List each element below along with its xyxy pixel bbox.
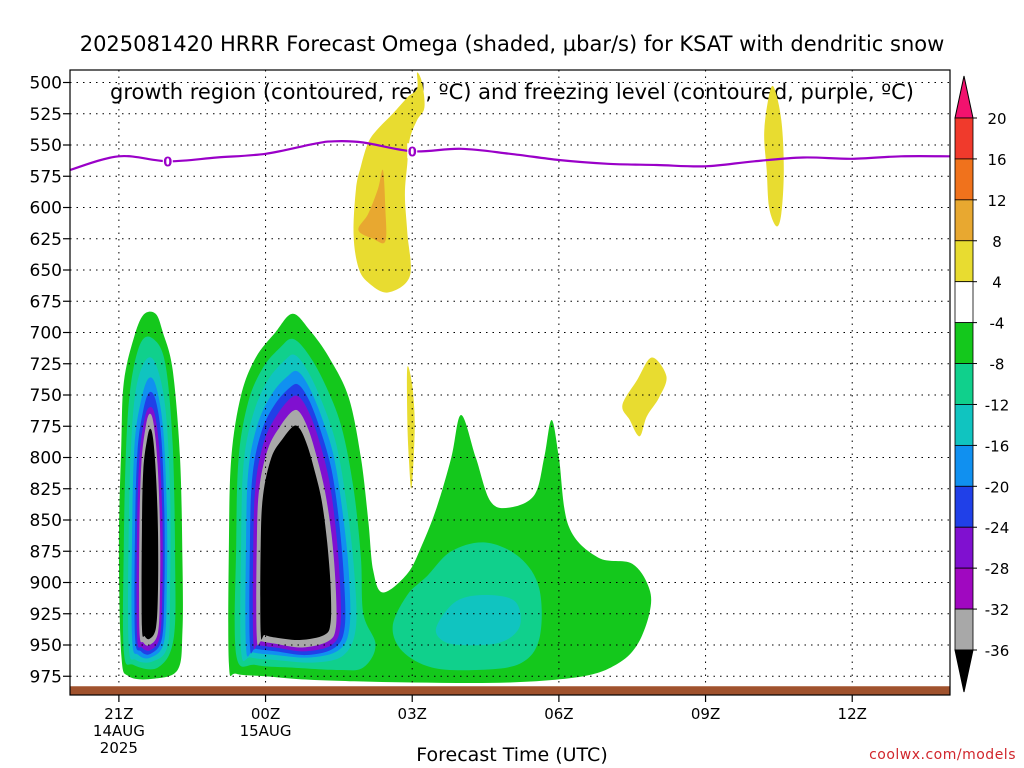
colorbar-bottom-arrow bbox=[954, 649, 974, 693]
y-tick-label: 900 bbox=[30, 574, 62, 594]
colorbar-label: 16 bbox=[987, 151, 1006, 169]
colorbar-label: 12 bbox=[987, 192, 1006, 210]
x-tick-label: 03Z bbox=[398, 705, 427, 723]
colorbar-bin bbox=[954, 199, 974, 242]
colorbar-bin bbox=[954, 608, 974, 651]
credit-link[interactable]: coolwx.com/models bbox=[869, 747, 1016, 763]
freezing-level-line bbox=[69, 139, 951, 172]
colorbar-label: -4 bbox=[990, 315, 1005, 333]
chart-title-line-1: 2025081420 HRRR Forecast Omega (shaded, … bbox=[79, 32, 945, 56]
colorbar-label: -20 bbox=[985, 478, 1010, 496]
y-tick-label: 925 bbox=[30, 605, 62, 625]
colorbar-bin bbox=[954, 363, 974, 405]
y-tick-label: 975 bbox=[30, 667, 62, 687]
colorbar-bin bbox=[954, 281, 974, 324]
colorbar-bin bbox=[954, 567, 974, 610]
y-axis: 500 525 550 575 600 625 650 675 700 725 750 775 800 8… bbox=[30, 74, 70, 687]
chart-title: 2025081420 HRRR Forecast Omega (shaded, … bbox=[0, 8, 1024, 128]
x-tick-label: 06Z bbox=[544, 705, 573, 723]
colorbar-label: 4 bbox=[992, 274, 1002, 292]
colorbar-label: -36 bbox=[985, 642, 1010, 660]
y-tick-label: 775 bbox=[30, 417, 62, 437]
x-tick-label: 09Z bbox=[691, 705, 720, 723]
colorbar: 20 16 12 8 4 -4 -8 -12 -16 -20 -24 -28 -32 -36 bbox=[954, 75, 1010, 693]
freezing-level-contour: 00 bbox=[69, 139, 951, 172]
y-tick-label: 725 bbox=[30, 355, 62, 375]
omega-contour-2-1 bbox=[358, 169, 387, 244]
y-tick-label: 550 bbox=[30, 136, 62, 156]
y-tick-label: 850 bbox=[30, 511, 62, 531]
x-tick-sublabel: 2025 bbox=[100, 739, 138, 757]
colorbar-label: 20 bbox=[987, 110, 1006, 128]
x-tick-label: 00Z bbox=[251, 705, 280, 723]
y-tick-label: 600 bbox=[30, 199, 62, 219]
omega-contour-2-2 bbox=[764, 85, 784, 227]
y-tick-label: 575 bbox=[30, 167, 62, 187]
colorbar-bin bbox=[954, 158, 974, 201]
colorbar-bin bbox=[954, 322, 974, 364]
colorbar-bin bbox=[954, 526, 974, 569]
colorbar-label: -8 bbox=[990, 356, 1005, 374]
freezing-level-label-bg bbox=[407, 143, 418, 159]
omega-shading bbox=[118, 72, 784, 684]
omega-contour-1-4 bbox=[435, 595, 521, 646]
omega-contour-0-7 bbox=[141, 428, 159, 640]
omega-contour-3-0 bbox=[406, 366, 415, 489]
grid-lines bbox=[70, 70, 950, 695]
x-axis-title: Forecast Time (UTC) bbox=[416, 744, 608, 766]
y-tick-label: 750 bbox=[30, 386, 62, 406]
freezing-level-label-bg bbox=[162, 153, 173, 169]
freezing-level-label: 0 bbox=[163, 155, 172, 170]
colorbar-top-arrow bbox=[954, 75, 974, 119]
x-tick-label: 12Z bbox=[838, 705, 867, 723]
colorbar-label: -16 bbox=[985, 437, 1010, 455]
colorbar-bin bbox=[954, 240, 974, 283]
plot-frame bbox=[69, 69, 951, 696]
colorbar-label: -28 bbox=[985, 560, 1010, 578]
colorbar-bin bbox=[954, 404, 974, 446]
y-tick-label: 650 bbox=[30, 261, 62, 281]
omega-contour-1-9 bbox=[260, 425, 332, 641]
y-tick-label: 800 bbox=[30, 449, 62, 469]
y-tick-label: 675 bbox=[30, 292, 62, 312]
colorbar-bin bbox=[954, 444, 974, 487]
y-tick-label: 525 bbox=[30, 105, 62, 125]
y-tick-label: 500 bbox=[30, 74, 62, 94]
y-tick-label: 625 bbox=[30, 230, 62, 250]
ground-band bbox=[70, 686, 950, 695]
colorbar-label: -12 bbox=[985, 396, 1010, 414]
y-tick-label: 950 bbox=[30, 636, 62, 656]
ground-surface bbox=[70, 686, 950, 695]
y-tick-label: 825 bbox=[30, 480, 62, 500]
colorbar-bin bbox=[954, 117, 974, 160]
x-tick-sublabel: 14AUG bbox=[93, 722, 145, 740]
omega-contour-2-0 bbox=[353, 72, 425, 293]
colorbar-label: -24 bbox=[985, 519, 1010, 537]
omega-contour-3-1 bbox=[622, 357, 667, 437]
y-tick-label: 700 bbox=[30, 324, 62, 344]
x-tick-sublabel: 15AUG bbox=[240, 722, 292, 740]
colorbar-bin bbox=[954, 485, 974, 528]
colorbar-label: 8 bbox=[992, 233, 1002, 251]
colorbar-label: -32 bbox=[985, 601, 1010, 619]
y-tick-label: 875 bbox=[30, 542, 62, 562]
freezing-level-label: 0 bbox=[408, 145, 417, 160]
x-tick-label: 21Z bbox=[104, 705, 133, 723]
